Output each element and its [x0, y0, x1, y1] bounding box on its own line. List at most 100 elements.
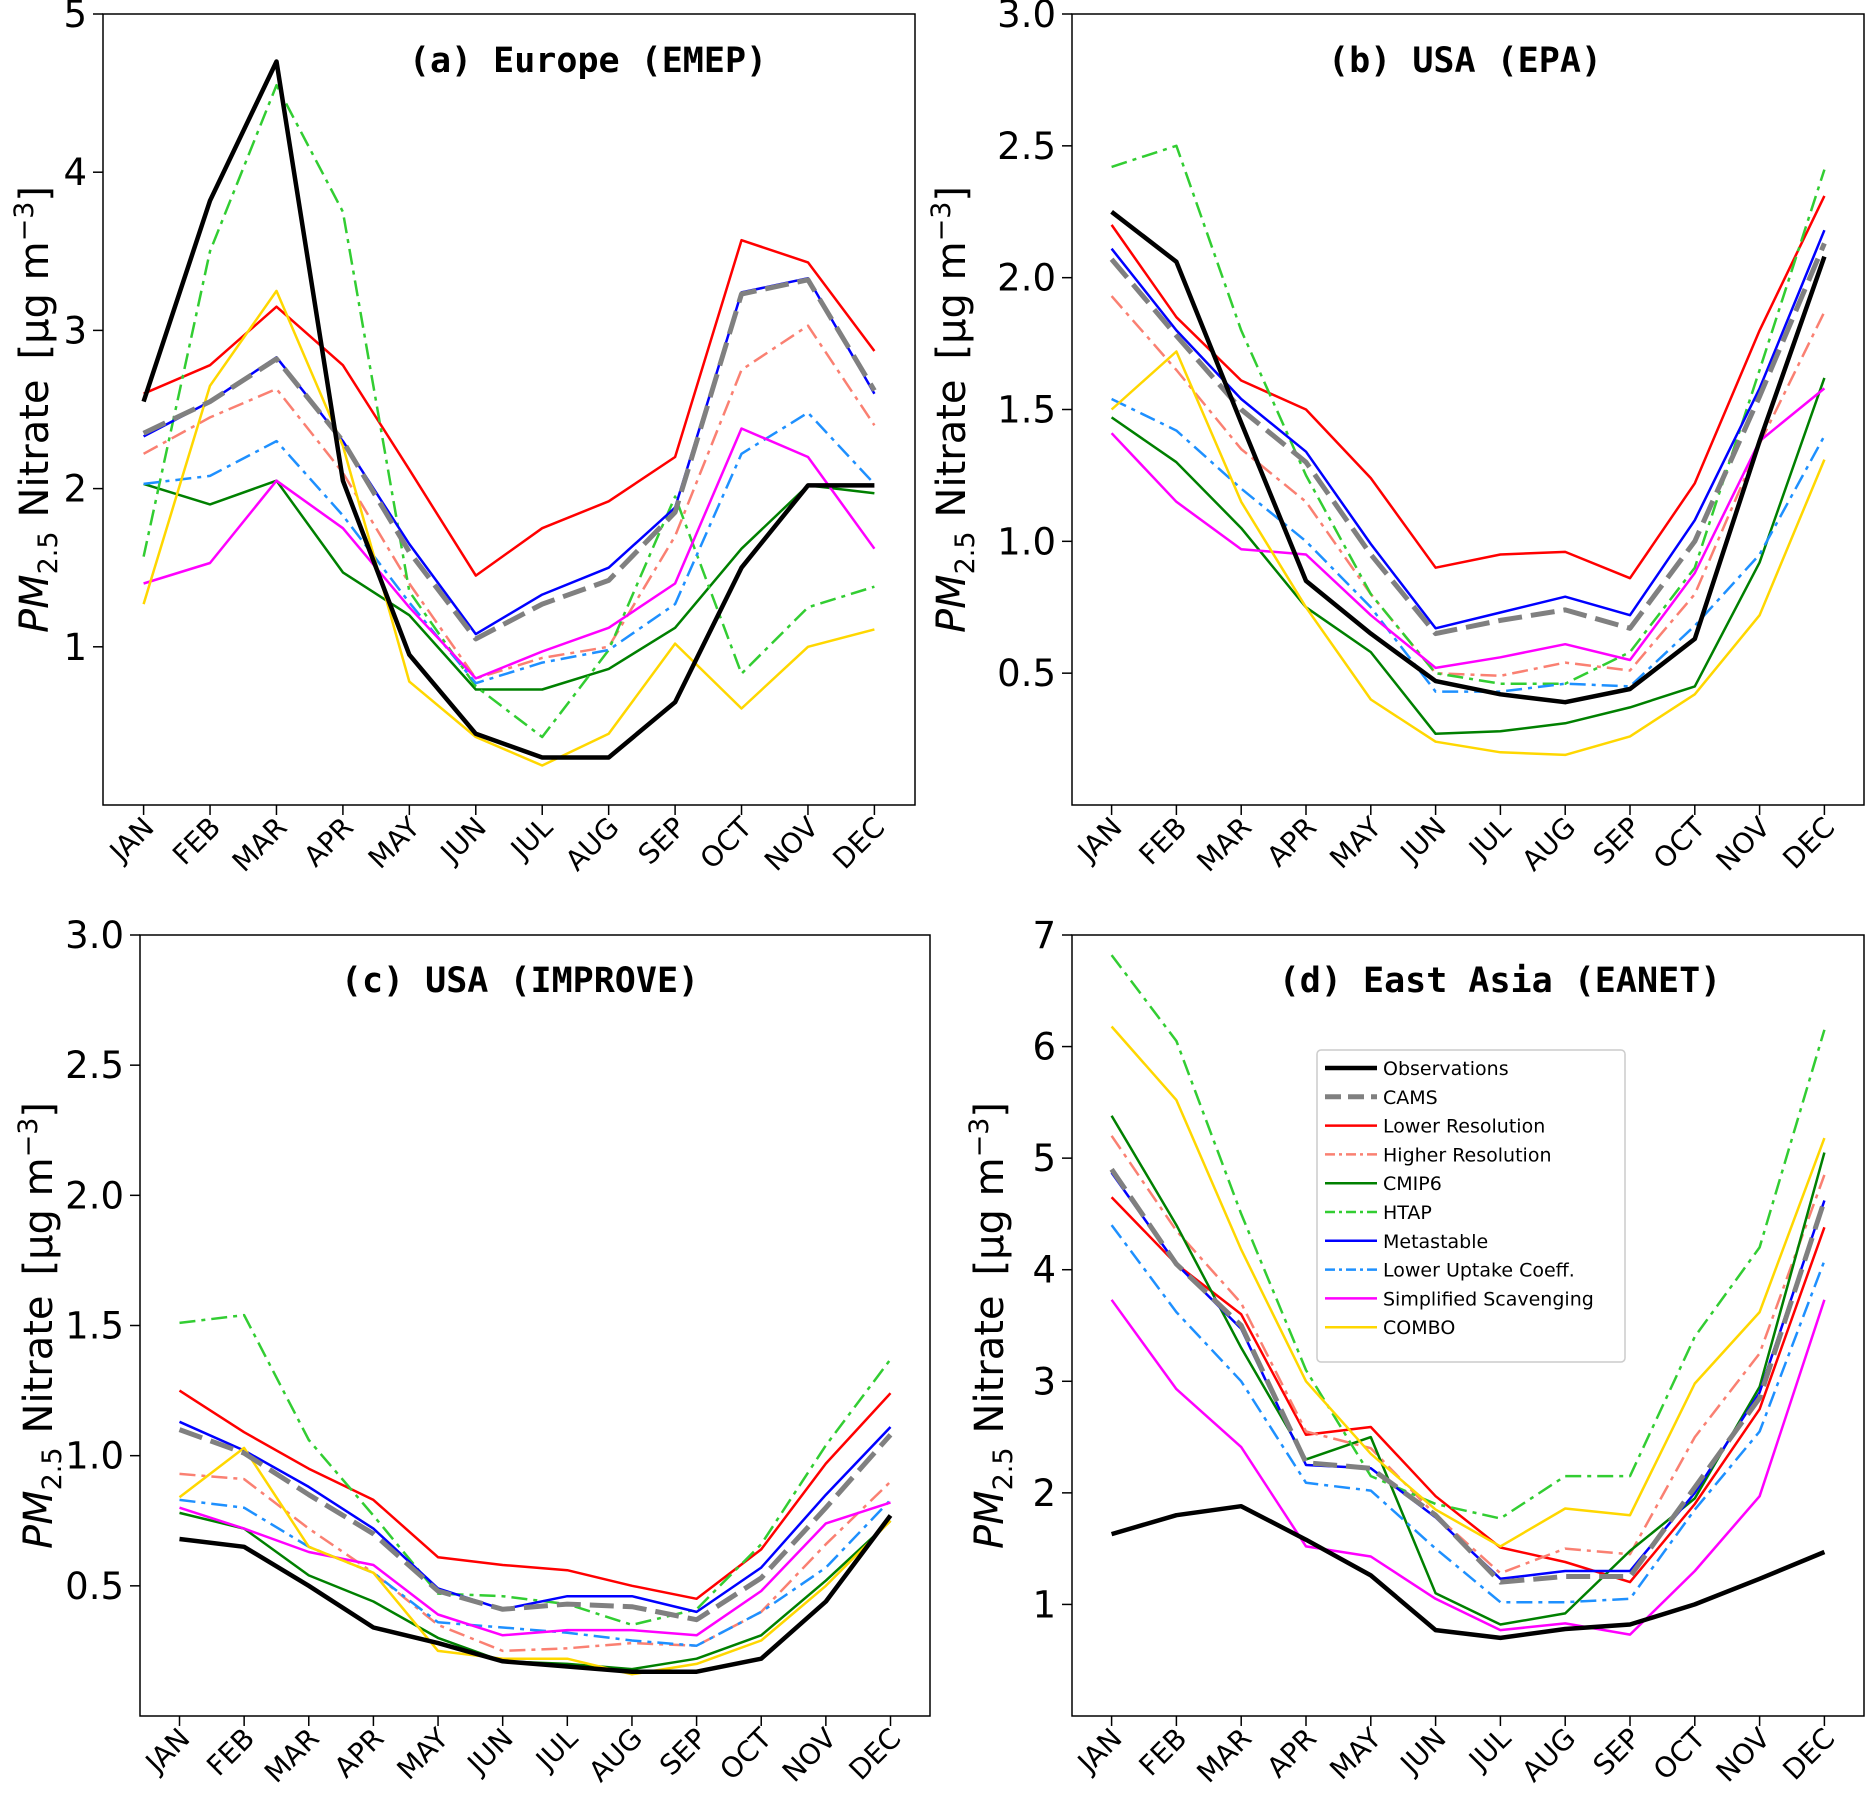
series-line-lower-resolution — [1110, 1196, 1826, 1584]
x-tick-label: MAR — [1190, 811, 1258, 879]
series-line-combo — [142, 289, 875, 767]
x-tick-label: SEP — [653, 1722, 713, 1782]
series-line-metastable — [178, 1420, 892, 1614]
x-tick-label: FEB — [166, 811, 227, 872]
legend-label-observations: Observations — [1383, 1058, 1509, 1080]
legend-frame — [1316, 1049, 1626, 1363]
series-line-observations — [179, 1514, 893, 1674]
y-label-quantity: Nitrate — [929, 379, 975, 517]
y-label-pm: PM — [16, 1490, 62, 1549]
panel-title: (b) USA (EPA) — [1328, 41, 1602, 81]
x-tick-label: DEC — [826, 811, 891, 876]
y-tick-label: 3.0 — [997, 0, 1056, 36]
x-tick-label: MAY — [1323, 1721, 1388, 1786]
x-tick-label: SEP — [1587, 1722, 1647, 1782]
series-line-observations — [1110, 1503, 1826, 1641]
y-label-unit: [µg m — [967, 1157, 1013, 1275]
y-label-unit: [µg m — [929, 241, 975, 359]
x-tick-label: JUL — [528, 1721, 584, 1777]
x-tick-label: MAY — [390, 1721, 455, 1786]
x-tick-label: SEP — [632, 811, 692, 871]
legend-label-higher-resolution: Higher Resolution — [1383, 1144, 1552, 1166]
y-axis-label: PM2.5 Nitrate [µg m−3] — [9, 186, 64, 633]
y-label-unit: [µg m — [12, 241, 58, 359]
series-line-lower-uptake-coeff — [143, 411, 876, 685]
series-line-combo — [178, 1446, 892, 1676]
series-line-higher-resolution — [179, 1472, 892, 1653]
series-line-htap — [1110, 954, 1826, 1520]
axes-frame — [1071, 934, 1865, 1717]
y-label-quantity: Nitrate — [16, 1295, 62, 1433]
y-tick-label: 2.5 — [997, 125, 1056, 168]
y-tick-label: 6 — [1032, 1026, 1056, 1069]
y-label-bracket: ] — [967, 1102, 1013, 1118]
series-line-lower-uptake-coeff — [1110, 1224, 1826, 1604]
x-tick-label: APR — [328, 1722, 391, 1785]
y-label-quantity: Nitrate — [967, 1295, 1013, 1433]
y-tick-label: 7 — [1032, 914, 1056, 957]
x-tick-label: JUN — [1393, 1722, 1453, 1782]
series-line-observations — [141, 59, 875, 760]
y-tick-label: 3 — [63, 309, 87, 352]
x-tick-label: FEB — [1133, 811, 1194, 872]
x-tick-label: SEP — [1587, 811, 1647, 871]
x-tick-label: JAN — [1070, 1722, 1129, 1781]
x-tick-label: DEC — [843, 1722, 908, 1787]
x-tick-label: APR — [1260, 1722, 1323, 1785]
series-line-lower-resolution — [178, 1389, 892, 1601]
series-line-combo — [1110, 350, 1826, 757]
x-tick-label: OCT — [694, 810, 759, 875]
y-tick-label: 4 — [1032, 1249, 1056, 1292]
x-tick-label: NOV — [758, 811, 825, 878]
y-tick-label: 2.0 — [65, 1174, 124, 1217]
legend-label-cmip6: CMIP6 — [1383, 1173, 1442, 1195]
series-line-combo — [1110, 1025, 1826, 1548]
y-label-bracket: ] — [929, 186, 975, 202]
x-tick-label: NOV — [1710, 1722, 1777, 1789]
y-label-exponent: −3 — [9, 202, 40, 242]
legend-label-simplified-scavenging: Simplified Scavenging — [1383, 1288, 1594, 1310]
series-line-simplified-scavenging — [143, 427, 876, 680]
x-tick-label: JAN — [1070, 811, 1129, 870]
x-tick-label: DEC — [1776, 811, 1841, 876]
series-line-higher-resolution — [1110, 1135, 1826, 1575]
x-tick-label: JUL — [1461, 810, 1517, 866]
x-tick-label: OCT — [1647, 810, 1712, 875]
panel-title: (c) USA (IMPROVE) — [341, 961, 699, 1001]
x-tick-label: JAN — [138, 1722, 197, 1781]
x-tick-label: MAY — [362, 810, 427, 875]
y-tick-label: 0.5 — [997, 652, 1056, 695]
y-label-exponent: −3 — [926, 202, 957, 242]
legend-label-lower-resolution: Lower Resolution — [1383, 1116, 1545, 1138]
y-tick-label: 4 — [63, 151, 87, 194]
y-label-subscript: 2.5 — [988, 1447, 1019, 1490]
legend-label-cams: CAMS — [1383, 1087, 1438, 1109]
x-tick-label: JUL — [1461, 1721, 1517, 1777]
y-tick-label: 2 — [63, 468, 87, 511]
x-tick-label: AUG — [559, 811, 626, 878]
y-tick-label: 1.5 — [65, 1305, 124, 1348]
y-tick-label: 2 — [1032, 1472, 1056, 1515]
series-line-htap — [142, 83, 875, 739]
x-tick-label: JAN — [102, 811, 161, 870]
series-line-lower-resolution — [1110, 195, 1826, 580]
x-tick-label: JUL — [503, 810, 559, 866]
y-label-bracket: ] — [12, 186, 58, 202]
series-line-cmip6 — [1110, 1115, 1826, 1626]
y-label-quantity: Nitrate — [12, 379, 58, 517]
x-tick-label: MAY — [1323, 810, 1388, 875]
series-line-cmip6 — [1110, 377, 1826, 736]
x-tick-label: OCT — [1647, 1721, 1712, 1786]
series-line-cams — [1109, 1167, 1827, 1585]
y-tick-label: 5 — [63, 0, 87, 36]
series-line-cams — [142, 277, 877, 642]
legend: Observations CAMS Lower Resolution Higher R… — [1316, 1049, 1626, 1363]
y-tick-label: 1 — [1032, 1583, 1056, 1626]
y-axis-label: PM2.5 Nitrate [µg m−3] — [964, 1102, 1019, 1549]
x-tick-label: MAR — [258, 1722, 326, 1790]
y-label-exponent: −3 — [13, 1118, 44, 1158]
x-tick-label: JUN — [433, 811, 493, 871]
y-axis-label: PM2.5 Nitrate [µg m−3] — [13, 1102, 68, 1549]
